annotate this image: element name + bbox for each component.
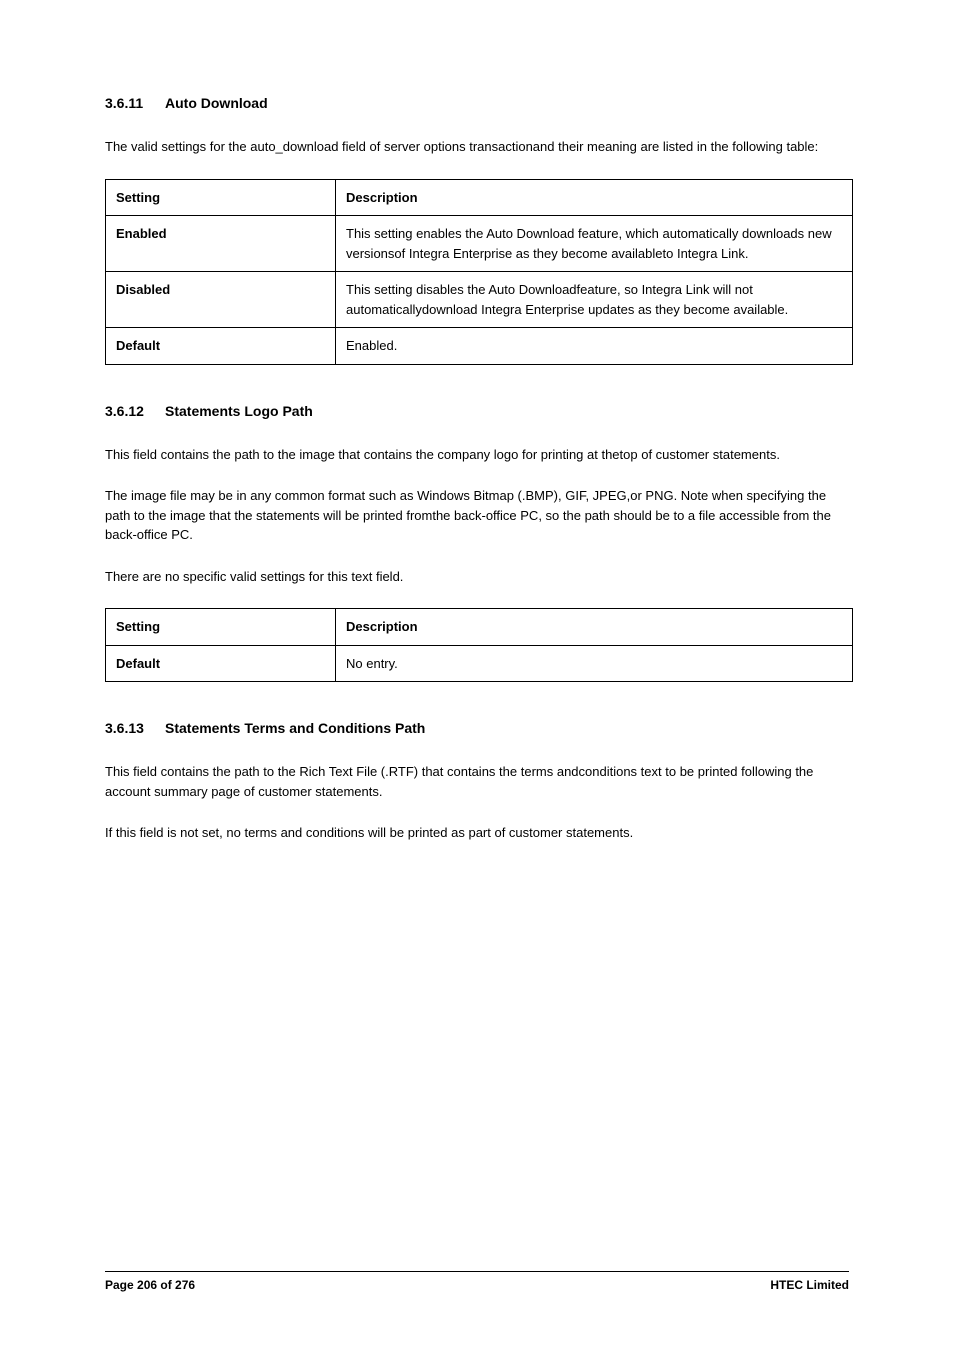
table-cell-default-value: No entry. (336, 645, 853, 682)
table-header-row: Setting Description (106, 179, 853, 216)
footer-company: HTEC Limited (770, 1278, 849, 1292)
table-header-row: Setting Description (106, 609, 853, 646)
footer-text: Page 206 of 276 HTEC Limited (105, 1278, 849, 1292)
table-row: Disabled This setting disables the Auto … (106, 272, 853, 328)
section-3: 3.6.13 Statements Terms and Conditions P… (105, 720, 849, 843)
table-default-row: Default Enabled. (106, 328, 853, 365)
section-1-description: The valid settings for the auto_download… (105, 137, 849, 157)
table-header-setting: Setting (106, 179, 336, 216)
section-2-title: Statements Logo Path (165, 403, 313, 419)
table-cell-description: This setting disables the Auto Downloadf… (336, 272, 853, 328)
table-header-description: Description (336, 179, 853, 216)
table-default-row: Default No entry. (106, 645, 853, 682)
table-row: Enabled This setting enables the Auto Do… (106, 216, 853, 272)
section-3-title: Statements Terms and Conditions Path (165, 720, 425, 736)
table-cell-setting: Enabled (106, 216, 336, 272)
section-2-table: Setting Description Default No entry. (105, 608, 853, 682)
footer-divider (105, 1271, 849, 1272)
table-cell-default-label: Default (106, 328, 336, 365)
section-2-description-2: The image file may be in any common form… (105, 486, 849, 545)
section-3-header: 3.6.13 Statements Terms and Conditions P… (105, 720, 849, 736)
section-1-table: Setting Description Enabled This setting… (105, 179, 853, 365)
section-3-number: 3.6.13 (105, 720, 145, 736)
section-1-title: Auto Download (165, 95, 268, 111)
section-3-description-2: If this field is not set, no terms and c… (105, 823, 849, 843)
table-header-setting: Setting (106, 609, 336, 646)
section-2-description-1: This field contains the path to the imag… (105, 445, 849, 465)
section-3-description-1: This field contains the path to the Rich… (105, 762, 849, 801)
section-2-description-3: There are no specific valid settings for… (105, 567, 849, 587)
table-cell-description: This setting enables the Auto Download f… (336, 216, 853, 272)
section-2: 3.6.12 Statements Logo Path This field c… (105, 403, 849, 683)
section-1: 3.6.11 Auto Download The valid settings … (105, 95, 849, 365)
table-cell-setting: Disabled (106, 272, 336, 328)
table-cell-default-label: Default (106, 645, 336, 682)
page-footer: Page 206 of 276 HTEC Limited (105, 1271, 849, 1292)
footer-page-number: Page 206 of 276 (105, 1278, 195, 1292)
section-1-header: 3.6.11 Auto Download (105, 95, 849, 111)
section-1-number: 3.6.11 (105, 95, 145, 111)
table-header-description: Description (336, 609, 853, 646)
section-2-number: 3.6.12 (105, 403, 145, 419)
section-2-header: 3.6.12 Statements Logo Path (105, 403, 849, 419)
table-cell-default-value: Enabled. (336, 328, 853, 365)
